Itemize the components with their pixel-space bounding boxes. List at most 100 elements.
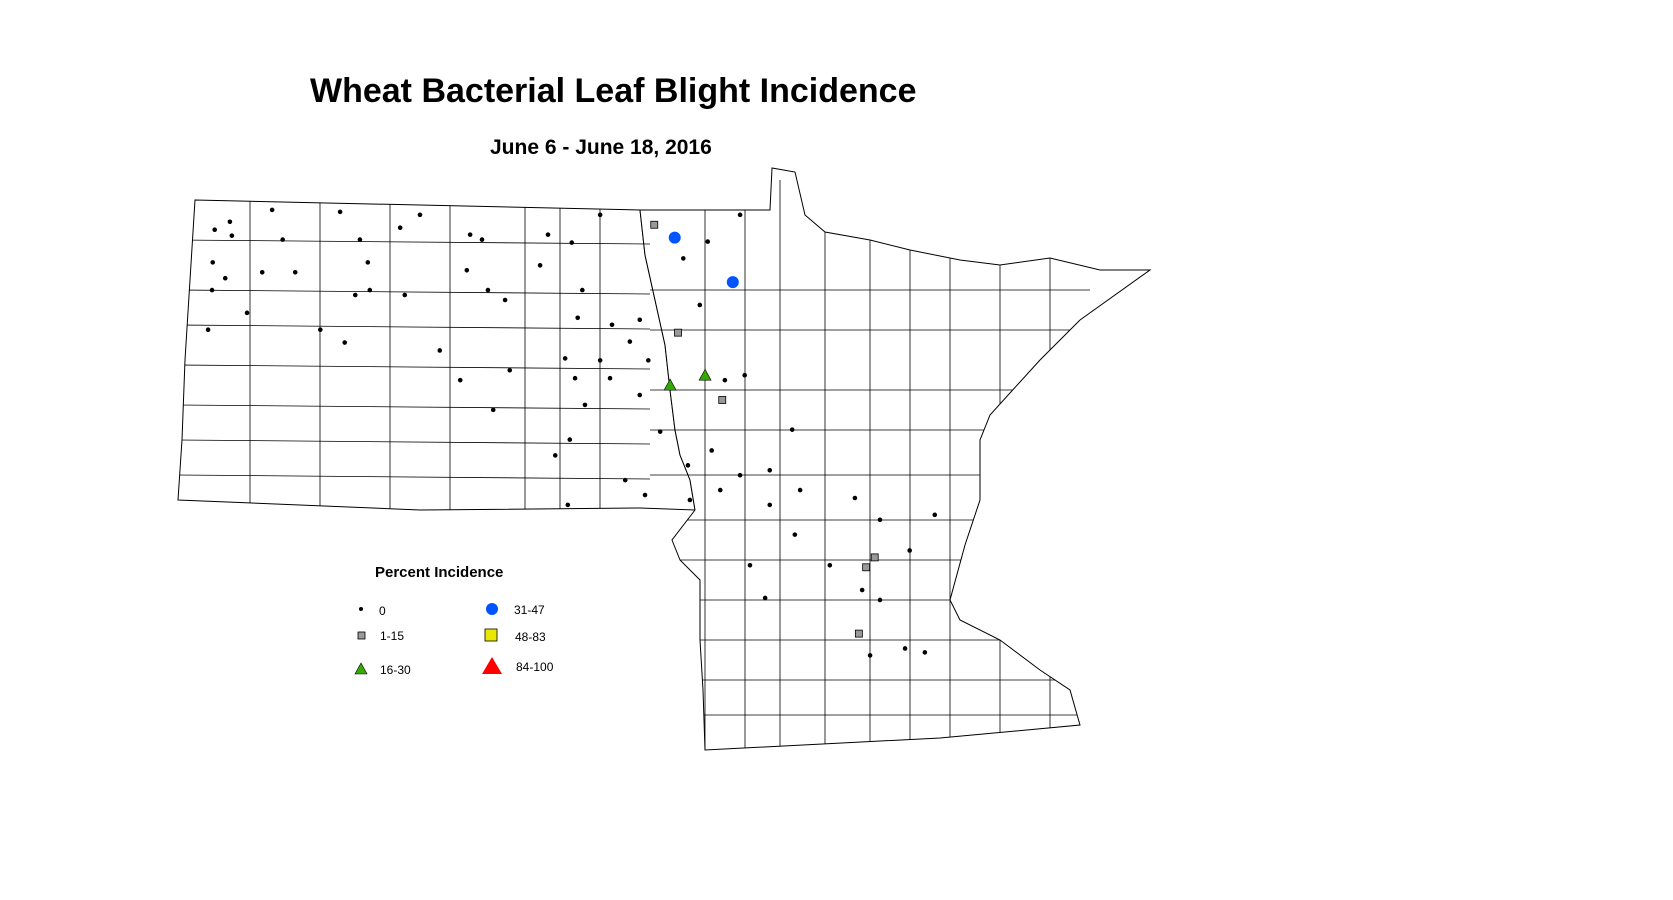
county-boundary — [178, 474, 651, 480]
point-0 — [705, 239, 711, 244]
legend-red-triangle-icon — [482, 657, 502, 674]
point-0 — [697, 302, 703, 308]
point-0 — [637, 317, 643, 323]
point-0 — [867, 653, 873, 658]
point-0 — [597, 212, 603, 218]
point-0 — [567, 437, 573, 442]
point-0 — [742, 372, 747, 378]
point-0 — [269, 207, 275, 213]
point-1-15 — [718, 396, 727, 404]
point-0 — [792, 532, 798, 537]
point-0 — [212, 227, 217, 232]
legend-title: Percent Incidence — [375, 564, 504, 581]
point-0 — [464, 267, 470, 273]
point-0 — [569, 240, 575, 245]
point-0 — [722, 377, 728, 383]
point-0 — [859, 587, 865, 593]
point-0 — [685, 463, 691, 468]
point-0 — [687, 497, 693, 503]
point-0 — [827, 563, 833, 568]
point-1-15 — [674, 328, 682, 337]
legend-symbols — [354, 603, 502, 675]
map-subtitle: June 6 - June 18, 2016 — [490, 136, 712, 159]
point-1-15 — [862, 563, 871, 572]
legend-blue-circle-icon — [486, 603, 498, 615]
point-0 — [637, 392, 643, 398]
point-1-15 — [650, 220, 659, 229]
point-0 — [627, 339, 633, 344]
point-0 — [337, 209, 343, 215]
point-0 — [562, 356, 568, 361]
point-0 — [575, 315, 580, 321]
legend-green-triangle-icon — [354, 662, 368, 675]
point-0 — [479, 237, 485, 242]
point-16-30 — [663, 378, 677, 391]
point-0 — [565, 502, 571, 508]
point-0 — [259, 269, 265, 275]
north-dakota-outline — [177, 199, 696, 511]
point-0 — [397, 225, 403, 231]
point-0 — [417, 212, 423, 218]
point-0 — [717, 487, 723, 493]
map-title: Wheat Bacterial Leaf Blight Incidence — [310, 72, 917, 110]
point-0 — [877, 517, 883, 523]
point-0 — [502, 297, 508, 303]
legend-gray-square-icon — [357, 631, 366, 640]
point-0 — [437, 348, 443, 353]
point-0 — [210, 260, 216, 265]
point-0 — [582, 402, 588, 408]
point-0 — [244, 310, 250, 316]
point-0 — [457, 377, 463, 383]
point-0 — [737, 212, 743, 218]
point-0 — [607, 375, 613, 381]
point-0 — [537, 263, 543, 268]
county-boundary — [178, 404, 651, 410]
point-0 — [292, 269, 298, 275]
legend-label: 48-83 — [515, 630, 546, 644]
county-boundary — [178, 289, 651, 295]
point-0 — [280, 237, 285, 242]
point-0 — [709, 448, 714, 453]
point-0 — [227, 219, 233, 225]
point-0 — [797, 487, 803, 493]
point-0 — [642, 492, 648, 498]
point-0 — [852, 495, 858, 501]
point-0 — [367, 287, 373, 293]
point-0 — [205, 327, 211, 332]
point-1-15 — [854, 629, 863, 638]
point-0 — [789, 427, 795, 432]
county-boundary — [178, 439, 651, 445]
point-0 — [580, 287, 585, 293]
point-0 — [907, 548, 912, 553]
point-1-15 — [870, 553, 879, 562]
point-0 — [737, 472, 743, 478]
point-0 — [657, 429, 663, 434]
point-0 — [932, 512, 938, 518]
point-0 — [485, 287, 491, 293]
point-0 — [609, 322, 615, 328]
point-16-30 — [698, 368, 712, 381]
point-31-47 — [668, 231, 681, 244]
point-0 — [747, 563, 753, 568]
point-0 — [352, 292, 358, 298]
point-0 — [552, 453, 558, 458]
point-0 — [209, 287, 215, 293]
point-0 — [622, 477, 628, 483]
point-0 — [467, 232, 473, 237]
minnesota-outline — [639, 167, 1152, 751]
point-0 — [902, 646, 908, 651]
legend-label: 31-47 — [514, 603, 545, 617]
point-0 — [762, 595, 768, 601]
point-31-47 — [726, 276, 739, 289]
point-0 — [922, 650, 928, 655]
legend-label: 16-30 — [380, 663, 411, 677]
legend-label: 1-15 — [380, 629, 405, 643]
point-0 — [365, 260, 371, 265]
point-0 — [507, 367, 513, 373]
county-boundary — [178, 324, 651, 330]
point-0 — [342, 340, 348, 345]
point-0 — [877, 597, 883, 603]
point-0 — [545, 232, 551, 237]
point-0 — [402, 292, 408, 298]
point-0 — [681, 256, 686, 261]
